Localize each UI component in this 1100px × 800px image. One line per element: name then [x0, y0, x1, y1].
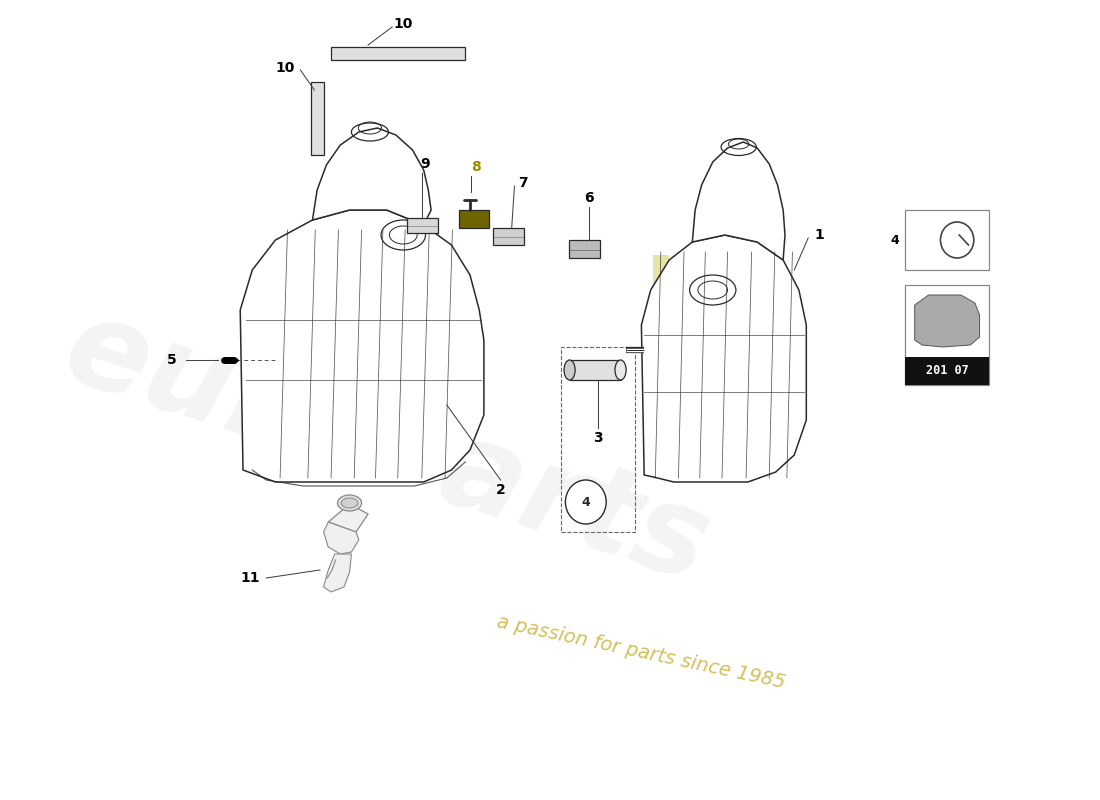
Polygon shape — [676, 255, 691, 478]
FancyBboxPatch shape — [905, 285, 989, 385]
Text: 7: 7 — [518, 176, 528, 190]
Ellipse shape — [341, 498, 358, 508]
FancyBboxPatch shape — [905, 357, 989, 385]
Text: 9: 9 — [420, 157, 430, 171]
Text: 201 07: 201 07 — [926, 365, 968, 378]
Polygon shape — [653, 255, 669, 478]
Polygon shape — [240, 210, 484, 482]
Polygon shape — [723, 255, 736, 478]
Ellipse shape — [338, 495, 362, 511]
Polygon shape — [312, 128, 431, 225]
Polygon shape — [641, 235, 806, 482]
Text: 8: 8 — [472, 160, 482, 174]
Text: 6: 6 — [584, 191, 593, 205]
Polygon shape — [331, 47, 465, 60]
Polygon shape — [328, 504, 369, 532]
Ellipse shape — [615, 360, 626, 380]
Polygon shape — [570, 360, 620, 380]
Text: 4: 4 — [582, 495, 591, 509]
Polygon shape — [493, 228, 524, 245]
Text: 10: 10 — [394, 17, 412, 31]
Text: 5: 5 — [167, 353, 176, 367]
Text: 10: 10 — [275, 61, 295, 75]
Polygon shape — [700, 255, 713, 478]
Polygon shape — [323, 522, 359, 554]
Text: 2: 2 — [496, 483, 505, 497]
Text: 1: 1 — [814, 228, 824, 242]
Circle shape — [565, 480, 606, 524]
Polygon shape — [407, 218, 438, 233]
Ellipse shape — [564, 360, 575, 380]
Polygon shape — [323, 554, 351, 592]
Polygon shape — [459, 210, 488, 228]
Text: a passion for parts since 1985: a passion for parts since 1985 — [495, 612, 788, 692]
Polygon shape — [569, 240, 600, 258]
Text: 3: 3 — [593, 431, 603, 445]
Polygon shape — [310, 82, 323, 155]
Text: euroParts: euroParts — [50, 289, 723, 607]
Polygon shape — [692, 142, 785, 260]
Text: 11: 11 — [241, 571, 261, 585]
FancyBboxPatch shape — [905, 210, 989, 270]
Text: 4: 4 — [890, 234, 899, 246]
Polygon shape — [915, 295, 980, 347]
Polygon shape — [746, 255, 760, 478]
